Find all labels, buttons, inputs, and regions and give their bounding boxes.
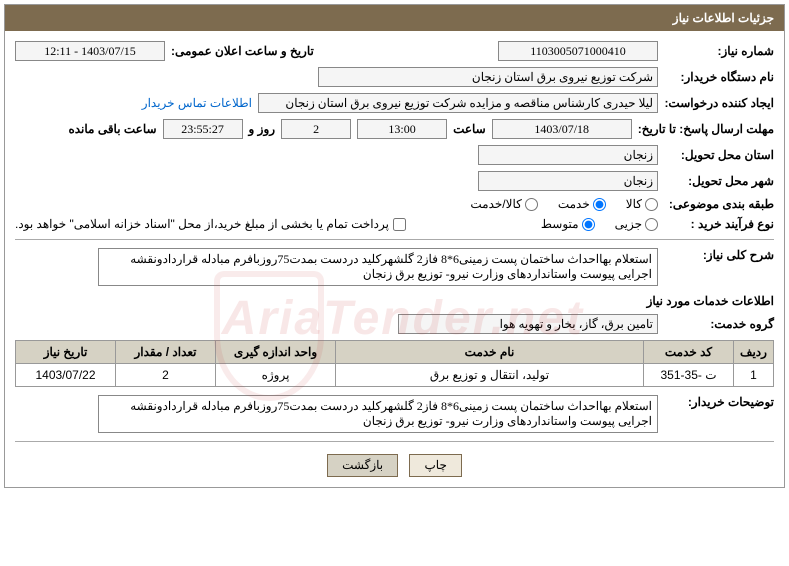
- td-0-0: 1: [734, 364, 774, 387]
- td-0-1: ت -35-351: [644, 364, 734, 387]
- subject-radio-2[interactable]: [525, 198, 538, 211]
- process-type-group: جزیی متوسط: [541, 217, 658, 231]
- subject-radio-0[interactable]: [645, 198, 658, 211]
- td-0-5: 1403/07/22: [16, 364, 116, 387]
- table-header-row: ردیف کد خدمت نام خدمت واحد اندازه گیری ت…: [16, 341, 774, 364]
- buyer-org-field: [318, 67, 658, 87]
- subject-radio-2-label: کالا/خدمت: [470, 197, 521, 211]
- services-section-title: اطلاعات خدمات مورد نیاز: [15, 294, 774, 308]
- service-group-label: گروه خدمت:: [664, 317, 774, 331]
- process-radio-1[interactable]: [582, 218, 595, 231]
- th-1: کد خدمت: [644, 341, 734, 364]
- need-number-label: شماره نیاز:: [664, 44, 774, 58]
- back-button[interactable]: بازگشت: [327, 454, 398, 477]
- treasury-checkbox[interactable]: [393, 218, 406, 231]
- announce-date-label: تاریخ و ساعت اعلان عمومی:: [171, 44, 314, 58]
- print-button[interactable]: چاپ: [409, 454, 461, 477]
- deadline-date-field: [492, 119, 632, 139]
- province-field: [478, 145, 658, 165]
- td-0-4: 2: [116, 364, 216, 387]
- subject-radio-0-label: کالا: [626, 197, 642, 211]
- requester-label: ایجاد کننده درخواست:: [664, 96, 774, 110]
- th-4: تعداد / مقدار: [116, 341, 216, 364]
- buyer-notes-field: [98, 395, 658, 433]
- treasury-note: پرداخت تمام یا بخشی از مبلغ خرید،از محل …: [15, 217, 389, 231]
- requester-field: [258, 93, 658, 113]
- remain-label: ساعت باقی مانده: [68, 122, 156, 136]
- need-number-field: [498, 41, 658, 61]
- city-label: شهر محل تحویل:: [664, 174, 774, 188]
- process-radio-0[interactable]: [645, 218, 658, 231]
- deadline-time-label: ساعت: [453, 122, 486, 136]
- deadline-label: مهلت ارسال پاسخ: تا تاریخ:: [638, 122, 774, 136]
- process-radio-1-label: متوسط: [541, 217, 579, 231]
- process-type-label: نوع فرآیند خرید :: [664, 217, 774, 231]
- province-label: استان محل تحویل:: [664, 148, 774, 162]
- subject-class-group: کالا خدمت کالا/خدمت: [470, 197, 658, 211]
- buyer-org-label: نام دستگاه خریدار:: [664, 70, 774, 84]
- announce-date-field: [15, 41, 165, 61]
- th-5: تاریخ نیاز: [16, 341, 116, 364]
- subject-radio-1[interactable]: [593, 198, 606, 211]
- table-row: 1 ت -35-351 تولید، انتقال و توزیع برق پر…: [16, 364, 774, 387]
- deadline-time-field: [357, 119, 447, 139]
- service-group-field: [398, 314, 658, 334]
- services-table: ردیف کد خدمت نام خدمت واحد اندازه گیری ت…: [15, 340, 774, 387]
- general-desc-label: شرح کلی نیاز:: [664, 248, 774, 262]
- buyer-notes-label: توضیحات خریدار:: [664, 395, 774, 409]
- general-desc-field: [98, 248, 658, 286]
- city-field: [478, 171, 658, 191]
- page-title: جزئیات اطلاعات نیاز: [5, 5, 784, 31]
- buyer-contact-link[interactable]: اطلاعات تماس خریدار: [142, 96, 252, 110]
- th-2: نام خدمت: [336, 341, 644, 364]
- hours-remaining-field: [163, 119, 243, 139]
- subject-radio-1-label: خدمت: [558, 197, 590, 211]
- td-0-2: تولید، انتقال و توزیع برق: [336, 364, 644, 387]
- td-0-3: پروژه: [216, 364, 336, 387]
- th-3: واحد اندازه گیری: [216, 341, 336, 364]
- th-0: ردیف: [734, 341, 774, 364]
- days-label: روز و: [249, 122, 276, 136]
- days-remaining-field: [281, 119, 351, 139]
- subject-class-label: طبقه بندی موضوعی:: [664, 197, 774, 211]
- process-radio-0-label: جزیی: [615, 217, 642, 231]
